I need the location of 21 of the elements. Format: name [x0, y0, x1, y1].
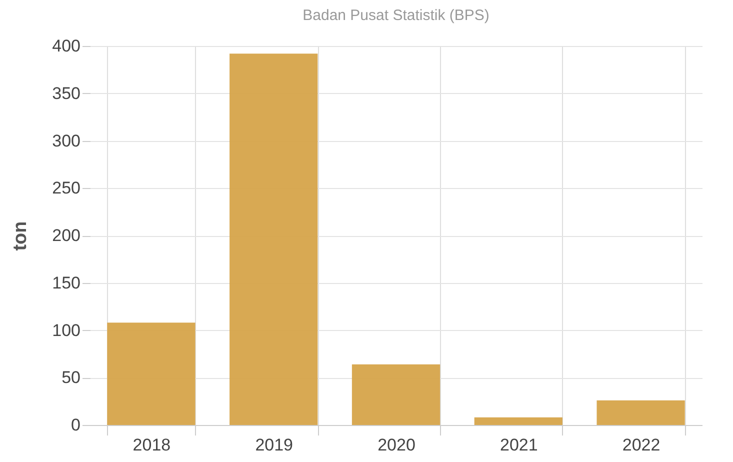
bar — [474, 417, 562, 425]
y-tick-label: 400 — [52, 36, 80, 56]
y-tick-label: 100 — [52, 320, 80, 340]
y-tick-label: 200 — [52, 226, 80, 245]
x-tick-label: 2022 — [622, 436, 660, 454]
y-tick-label: 50 — [62, 368, 80, 388]
bar — [352, 364, 440, 425]
y-tick-label: 350 — [52, 84, 80, 103]
y-tick-label: 250 — [52, 178, 80, 198]
y-tick-label: 300 — [52, 131, 80, 150]
x-tick-label: 2021 — [500, 436, 538, 454]
bar — [107, 322, 196, 425]
x-tick-label: 2019 — [255, 436, 294, 454]
bar — [230, 54, 318, 425]
chart-title: Badan Pusat Statistik (BPS) — [302, 7, 490, 24]
x-tick-label: 2018 — [132, 436, 171, 454]
y-axis-title: ton — [10, 221, 32, 251]
y-tick-label: 150 — [52, 273, 80, 292]
y-tick-label: 0 — [71, 416, 80, 434]
bar — [596, 400, 685, 425]
x-tick-label: 2020 — [378, 436, 416, 454]
